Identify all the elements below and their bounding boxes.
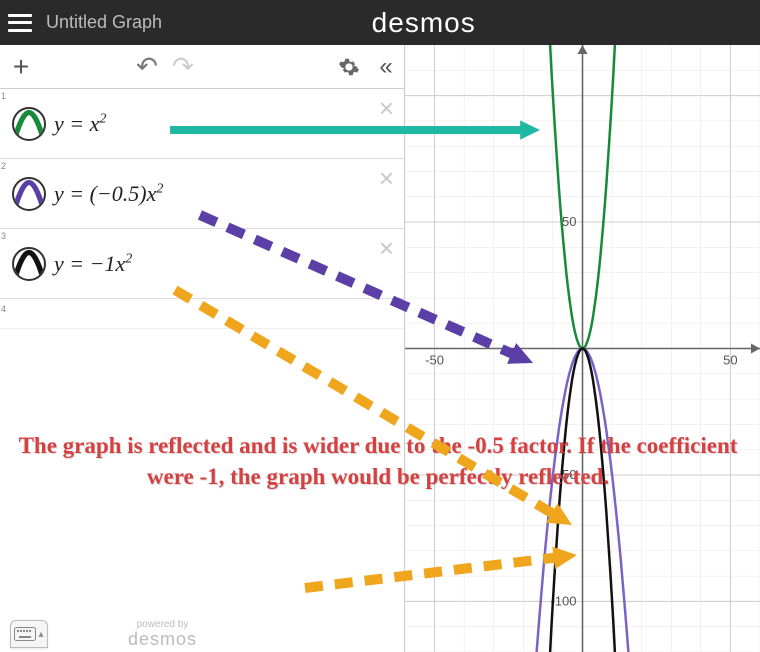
menu-button[interactable] [8, 14, 32, 32]
expression-index: 3 [0, 229, 10, 241]
undo-button[interactable]: ↶ [130, 50, 164, 84]
expression-color-icon[interactable] [12, 177, 46, 211]
redo-button[interactable]: ↷ [166, 50, 200, 84]
expression-formula[interactable]: y = x2 [54, 111, 404, 137]
annotation-text: The graph is reflected and is wider due … [16, 430, 740, 492]
settings-button[interactable] [332, 50, 366, 84]
delete-expression-button[interactable]: × [379, 165, 394, 191]
svg-text:50: 50 [562, 214, 576, 229]
svg-text:50: 50 [723, 353, 737, 368]
expression-list: 1 y = x2 × 2 y = (−0.5)x2 × 3 y = −1x2 ×… [0, 89, 404, 652]
expression-toolbar: + ↶ ↷ « [0, 45, 404, 89]
expression-row[interactable]: 3 y = −1x2 × [0, 229, 404, 299]
graph-svg: -505050-50-100 [405, 45, 760, 652]
graph-title[interactable]: Untitled Graph [46, 12, 162, 33]
delete-expression-button[interactable]: × [379, 95, 394, 121]
keyboard-icon [14, 627, 36, 641]
expression-color-icon[interactable] [12, 107, 46, 141]
svg-text:-50: -50 [425, 353, 444, 368]
expression-formula[interactable]: y = (−0.5)x2 [54, 181, 404, 207]
expression-formula[interactable]: y = −1x2 [54, 251, 404, 277]
graph-canvas[interactable]: -505050-50-100 [405, 45, 760, 652]
keyboard-button[interactable]: ▴ [10, 620, 48, 648]
gear-icon [338, 56, 360, 78]
expression-index: 4 [0, 300, 6, 314]
delete-expression-button[interactable]: × [379, 235, 394, 261]
expression-index: 2 [0, 159, 10, 171]
powered-by-label: powered by desmos [128, 620, 197, 648]
expression-color-icon[interactable] [12, 247, 46, 281]
expression-index: 1 [0, 89, 10, 101]
collapse-sidebar-button[interactable]: « [366, 50, 400, 84]
desmos-logo: desmos [372, 7, 476, 39]
add-expression-button[interactable]: + [4, 50, 38, 84]
expression-sidebar: + ↶ ↷ « 1 y = x2 × 2 y = (−0.5)x2 × 3 y … [0, 45, 405, 652]
expression-row[interactable]: 1 y = x2 × [0, 89, 404, 159]
expression-row[interactable]: 2 y = (−0.5)x2 × [0, 159, 404, 229]
expression-row-empty[interactable]: 4 [0, 299, 404, 329]
